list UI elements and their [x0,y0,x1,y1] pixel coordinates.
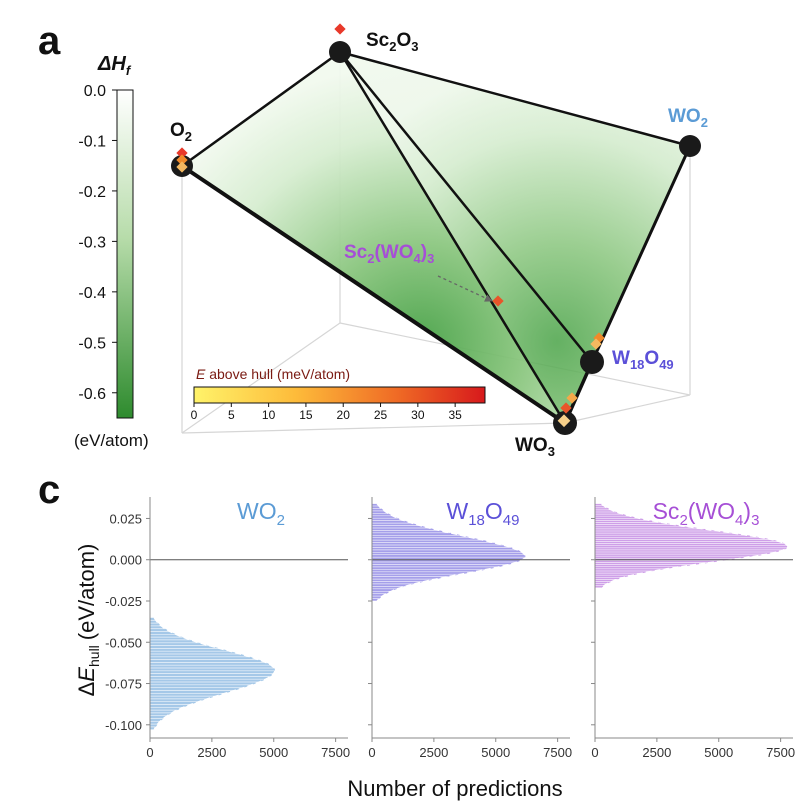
marker-wo3-1 [566,392,578,404]
label-o2: O2 [170,120,192,144]
hull-tick-label: 10 [262,408,276,422]
colorbar-unit: (eV/atom) [74,431,149,450]
hull-tick-label: 5 [228,408,235,422]
label-wo3: WO3 [515,435,555,459]
label-sc2o3: Sc2O3 [366,30,419,54]
label-sc2wo43: Sc2(WO4)3 [344,242,434,266]
hull-face-right [340,52,690,423]
colorbar-tick-label: -0.6 [78,386,106,403]
x-tick-label: 7500 [766,745,795,760]
marker-wo3-2 [560,402,572,414]
hull-distance-markers [176,23,605,428]
histogram-panel-2: Sc2(WO4)3 0 2500 5000 7500 [591,497,795,760]
histogram-panels: WO2 0 2500 5000 7500 0.025 0.000 -0.025 -0.050 -0… [105,497,795,760]
hull-energy-colorbar: E above hull (meV/atom) 0 5 10 15 20 25 30 35 [191,366,486,422]
histogram-title: W18O49 [447,498,520,529]
histogram-bins [595,503,788,589]
formation-energy-colorbar: ΔHf 0.0 -0.1 -0.2 -0.3 -0.4 -0.5 -0.6 (eV/atom… [74,53,149,450]
x-tick-label: 2500 [419,745,448,760]
marker-w18o49-2 [590,338,602,350]
colorbar-tick-label: -0.1 [78,133,106,150]
x-tick-label: 0 [146,745,153,760]
y-tick-label: 0.000 [109,553,142,568]
x-tick-label: 0 [591,745,598,760]
phase-labels: Sc2O3 O2 WO2 W18O49 WO3 Sc2(WO4)3 [170,30,708,459]
x-tick-label: 5000 [481,745,510,760]
hull-colorbar-title: E above hull (meV/atom) [196,366,350,382]
hull-tick-label: 0 [191,408,198,422]
histogram-bins [150,617,275,731]
marker-o2-1 [176,147,188,159]
vertex-w18o49 [580,350,604,374]
y-tick-label: -0.075 [105,677,142,692]
marker-sc2o3 [334,23,346,35]
x-tick-label: 5000 [704,745,733,760]
x-tick-label: 2500 [642,745,671,760]
y-tick-label: -0.100 [105,718,142,733]
histogram-panel-1: W18O49 0 2500 5000 7500 [368,497,572,760]
x-tick-label: 2500 [197,745,226,760]
marker-sc2wo43 [492,295,504,307]
x-tick-label: 7500 [321,745,350,760]
panel-c: c ΔEhull(eV/atom) Number of predictions … [38,468,795,801]
histogram-bins [372,503,526,602]
colorbar-tick-label: -0.4 [78,285,106,302]
y-axis-label: ΔEhull(eV/atom) [74,544,102,697]
colorbar-title: ΔHf [97,53,132,78]
hull-tick-label: 35 [448,408,462,422]
hull-colorbar-ticks: 0 5 10 15 20 25 30 35 [191,403,462,422]
colorbar-tick-label: -0.3 [78,234,106,251]
vertex-sc2o3 [329,41,351,63]
y-tick-label: 0.025 [109,511,142,526]
hull-tick-label: 20 [337,408,351,422]
panel-c-label: c [38,468,60,512]
histogram-title: WO2 [237,498,285,529]
distribution-outline [376,503,527,602]
colorbar-tick-label: 0.0 [84,83,106,100]
x-axis-label: Number of predictions [347,776,562,801]
hull-tick-label: 25 [374,408,388,422]
x-tick-label: 7500 [543,745,572,760]
histogram-title: Sc2(WO4)3 [653,498,760,529]
colorbar-ticks: 0.0 -0.1 -0.2 -0.3 -0.4 -0.5 -0.6 [78,83,117,403]
colorbar-gradient [116,89,134,419]
y-tick-label: -0.025 [105,594,142,609]
x-tick-label: 5000 [259,745,288,760]
histogram-panel-0: WO2 0 2500 5000 7500 0.025 0.000 -0.025 -0.050 -0… [105,497,350,760]
colorbar-tick-label: -0.2 [78,184,106,201]
hull-colorbar-gradient [193,386,486,404]
panel-a: a ΔHf 0.0 -0.1 -0.2 -0.3 -0.4 -0.5 -0.6 (eV/at… [38,19,708,459]
hull-faces [182,52,690,423]
colorbar-tick-label: -0.5 [78,335,106,352]
marker-o2-2 [176,154,188,166]
marker-o2-3 [176,161,188,173]
label-w18o49: W18O49 [612,348,674,372]
vertex-wo2 [679,135,701,157]
hull-face-front [182,52,565,423]
distribution-outline [601,503,789,589]
hull-tick-label: 30 [411,408,425,422]
panel-a-label: a [38,19,61,63]
x-tick-label: 0 [368,745,375,760]
sc2wo43-pointer-arrow [437,275,493,302]
hull-tick-label: 15 [299,408,313,422]
distribution-outline [153,617,276,731]
y-tick-label: -0.050 [105,635,142,650]
label-wo2: WO2 [668,106,708,130]
